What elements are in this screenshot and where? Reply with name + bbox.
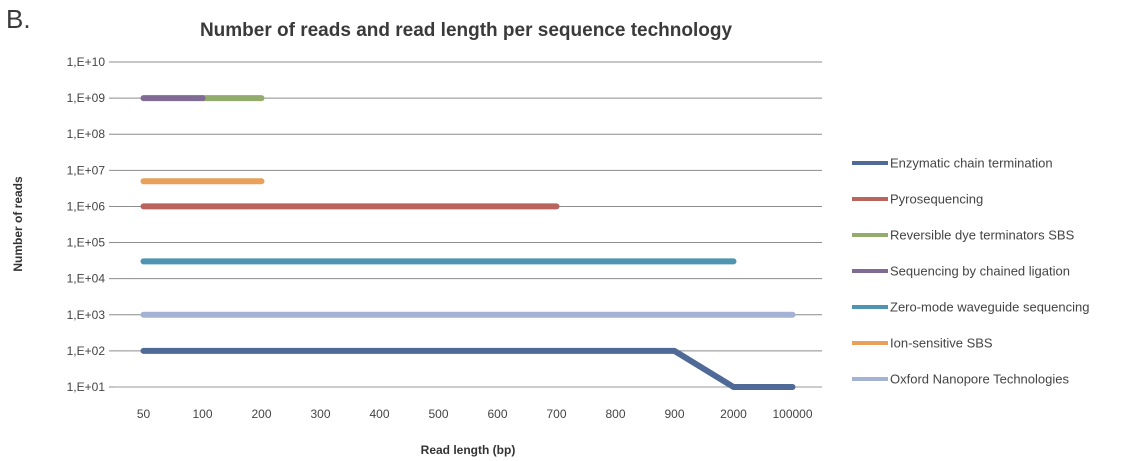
x-tick-label: 600	[487, 407, 507, 421]
x-tick-label: 50	[137, 407, 151, 421]
y-tick-label: 1,E+04	[67, 272, 106, 286]
x-tick-label: 700	[546, 407, 566, 421]
x-axis-ticks: 50 100 200 300 400 500 600 700 800 900 2000 100000	[137, 407, 813, 421]
y-axis-title: Number of reads	[11, 176, 25, 272]
series-line	[140, 347, 796, 390]
legend-label: Reversible dye terminators SBS	[890, 228, 1075, 243]
legend-label: Ion-sensitive SBS	[890, 336, 993, 351]
x-tick-label: 800	[605, 407, 625, 421]
legend-label: Enzymatic chain termination	[890, 156, 1053, 171]
y-tick-label: 1,E+08	[67, 127, 106, 141]
x-tick-label: 200	[251, 407, 271, 421]
x-tick-label: 2000	[720, 407, 747, 421]
legend-label: Pyrosequencing	[890, 192, 983, 207]
y-tick-label: 1,E+01	[67, 380, 106, 394]
y-tick-label: 1,E+09	[67, 91, 106, 105]
legend-label: Zero-mode waveguide sequencing	[890, 300, 1089, 315]
series-layer	[140, 95, 796, 390]
chart-title: Number of reads and read length per sequ…	[200, 20, 733, 41]
legend-label: Sequencing by chained ligation	[890, 264, 1070, 279]
y-tick-label: 1,E+10	[67, 55, 106, 69]
y-tick-label: 1,E+03	[67, 308, 106, 322]
x-axis-title: Read length (bp)	[421, 443, 516, 457]
x-tick-label: 400	[369, 407, 389, 421]
y-axis-ticks: 1,E+01 1,E+02 1,E+03 1,E+04 1,E+05 1,E+06 1,E+…	[67, 55, 114, 394]
x-tick-label: 300	[310, 407, 330, 421]
legend-label: Oxford Nanopore Technologies	[890, 372, 1069, 387]
legend: Enzymatic chain termination Pyrosequencin…	[852, 156, 1089, 387]
y-tick-label: 1,E+07	[67, 163, 106, 177]
panel-label: B.	[6, 4, 31, 34]
y-tick-label: 1,E+06	[67, 199, 106, 213]
x-tick-label: 500	[428, 407, 448, 421]
y-tick-label: 1,E+05	[67, 236, 106, 250]
x-tick-label: 900	[664, 407, 684, 421]
x-tick-label: 100	[192, 407, 212, 421]
x-tick-label: 100000	[772, 407, 812, 421]
y-tick-label: 1,E+02	[67, 344, 106, 358]
